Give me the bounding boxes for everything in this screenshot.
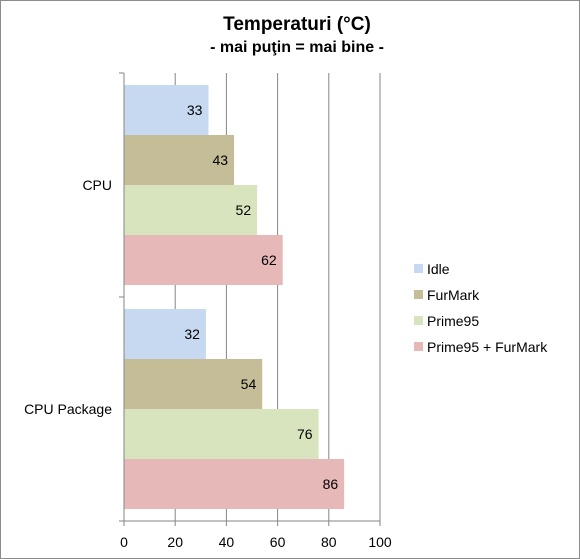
bar-prime95-furmark-1	[124, 235, 283, 285]
bar-idle-2	[124, 309, 206, 359]
bar-idle-1	[124, 85, 209, 135]
bar-furmark-2	[124, 359, 263, 409]
legend-swatch	[414, 264, 423, 273]
legend-label: FurMark	[427, 287, 480, 303]
axes: CPU CPU Package 0 20 40 60 80 100	[24, 72, 392, 550]
bar-furmark-1	[124, 135, 235, 185]
chart-subtitle: - mai puţin = mai bine -	[210, 39, 384, 56]
category-label: CPU Package	[24, 401, 112, 417]
legend-swatch	[414, 342, 423, 351]
bar-prime95-1	[124, 185, 258, 235]
legend: Idle FurMark Prime95 Prime95 + FurMark	[414, 261, 548, 355]
bar-prime95-furmark-2	[124, 459, 345, 509]
x-tick-label: 80	[321, 534, 337, 550]
legend-label: Idle	[427, 261, 450, 277]
x-tick-label: 100	[368, 534, 392, 550]
data-label: 54	[241, 376, 257, 392]
legend-label: Prime95 + FurMark	[427, 339, 548, 355]
data-label: 86	[323, 476, 339, 492]
category-label: CPU	[82, 177, 112, 193]
legend-swatch	[414, 290, 423, 299]
x-tick-label: 60	[270, 534, 286, 550]
data-label: 33	[187, 102, 203, 118]
data-label: 43	[213, 152, 229, 168]
x-tick-label: 20	[167, 534, 183, 550]
bars: 33 43 52 62 32 54 76 86	[124, 85, 345, 509]
data-label: 62	[261, 252, 277, 268]
data-label: 52	[236, 202, 252, 218]
x-tick-label: 40	[219, 534, 235, 550]
x-tick-label: 0	[120, 534, 128, 550]
legend-swatch	[414, 316, 423, 325]
data-label: 32	[184, 326, 200, 342]
chart-title: Temperaturi (°C)	[223, 14, 371, 35]
legend-label: Prime95	[427, 313, 479, 329]
bar-prime95-2	[124, 409, 319, 459]
data-label: 76	[297, 426, 313, 442]
